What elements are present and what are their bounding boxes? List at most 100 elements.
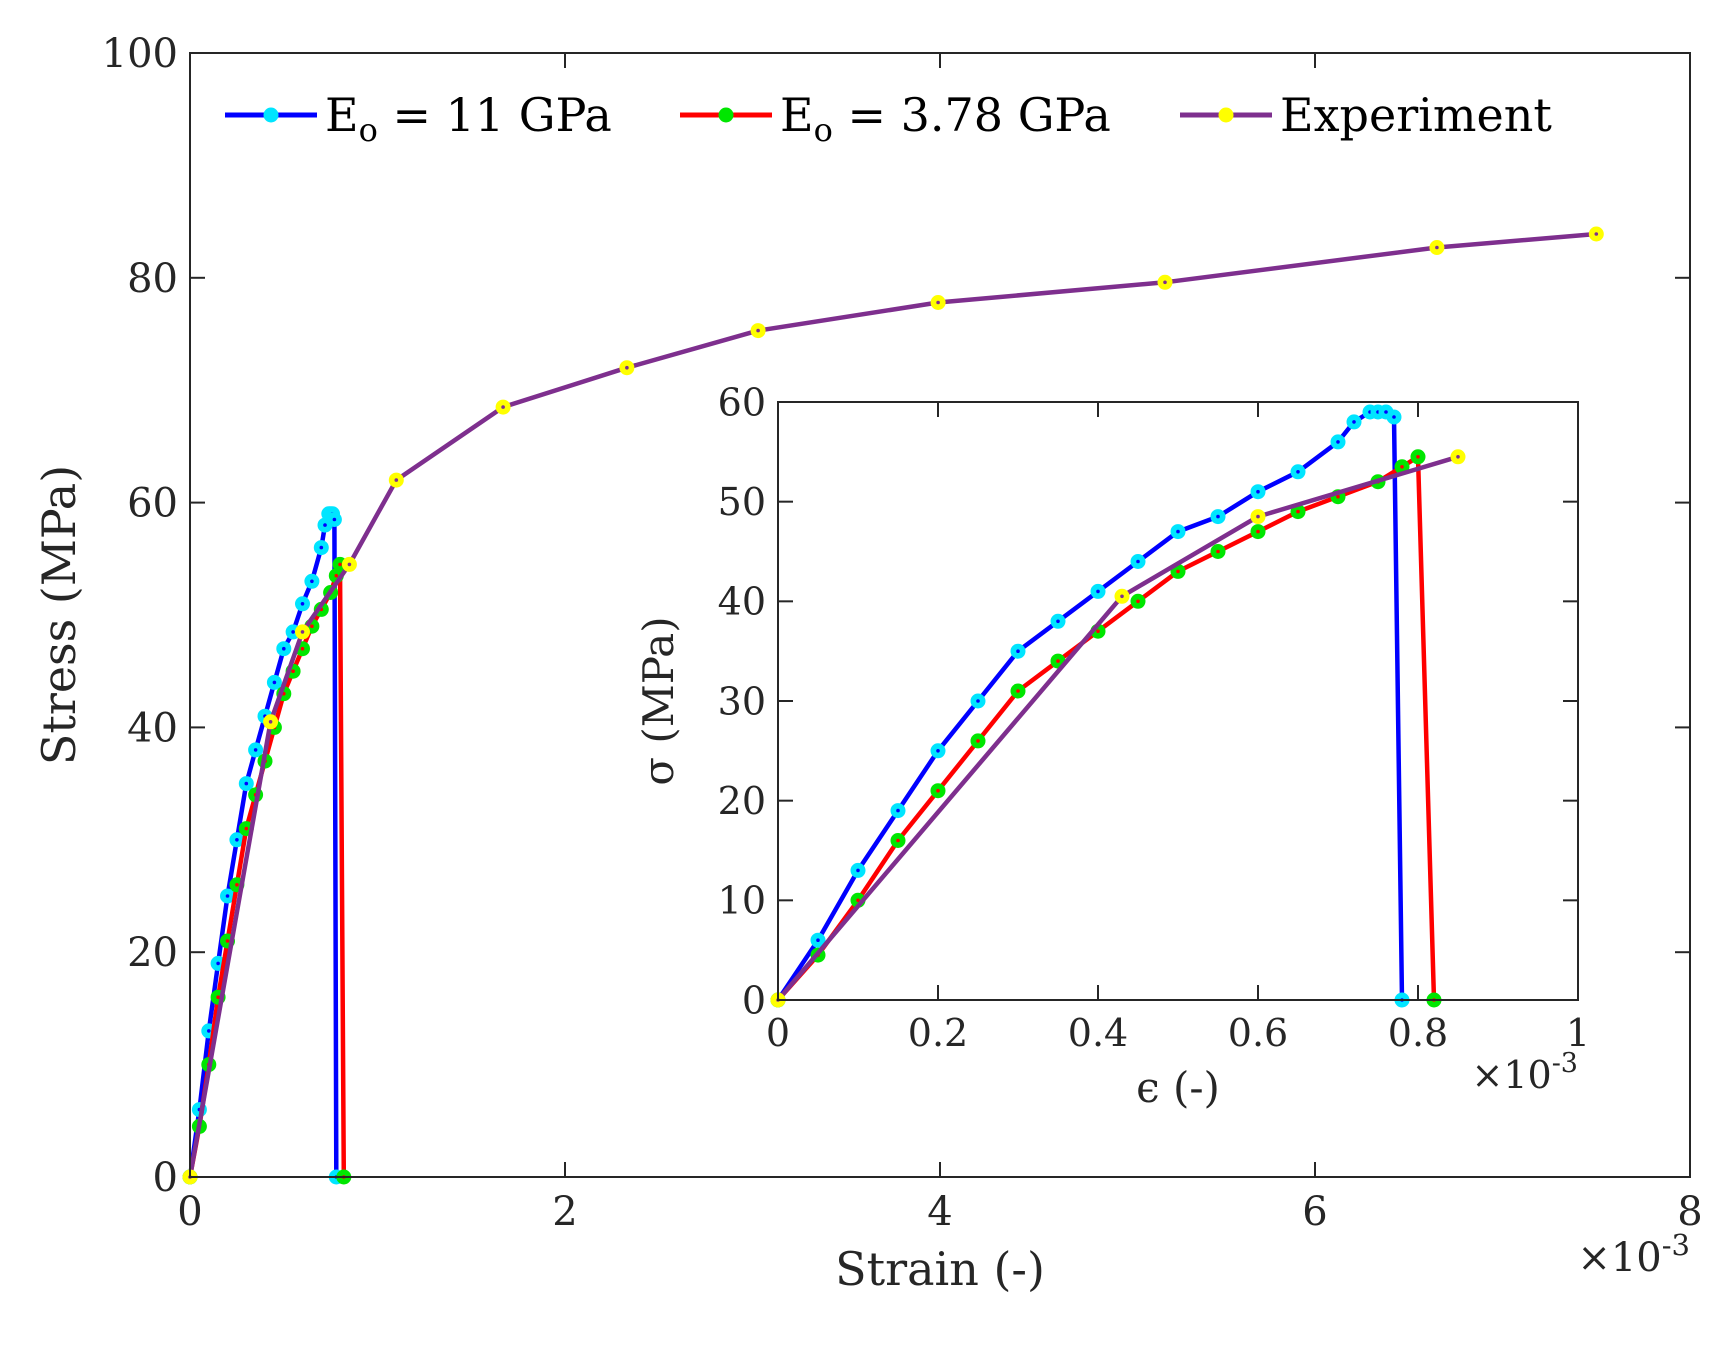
main-e11-point-dot <box>319 545 324 550</box>
inset-exp-point-dot <box>1456 455 1460 459</box>
main-x-exponent: ×10-3 <box>1577 1228 1690 1281</box>
inset-exp-point-dot <box>1256 514 1260 519</box>
main-e11-point-dot <box>216 961 220 966</box>
inset-e378-point-dot <box>1016 689 1020 693</box>
inset-y-tick-label: 40 <box>718 580 766 624</box>
inset-e11-point-dot <box>1384 410 1388 414</box>
inset-e11-point-dot <box>1336 440 1340 444</box>
main-exp-point-dot <box>394 478 399 482</box>
inset-e378-point-dot <box>1256 529 1260 534</box>
inset-e11-point-dot <box>1392 415 1396 419</box>
inset-e378-point-dot <box>1096 629 1100 633</box>
main-exp-line <box>187 231 1597 1178</box>
inset-e378-point-dot <box>1296 509 1300 514</box>
main-x-tick-label: 2 <box>552 1189 577 1235</box>
inset-x-tick-label: 0.6 <box>1228 1011 1288 1055</box>
inset-x-tick-label: 0.4 <box>1068 1011 1128 1055</box>
inset-series-e11 <box>770 404 1410 1008</box>
inset-e378-point-dot <box>1216 549 1220 554</box>
inset-y-axis-title: σ (MPa) <box>634 616 683 785</box>
main-e11-point-dot <box>225 894 230 898</box>
main-e11-point-dot <box>244 781 249 786</box>
inset-y-tick-label: 60 <box>718 380 766 424</box>
main-exp-point-dot <box>1594 232 1599 236</box>
legend-marker-e378 <box>718 107 734 123</box>
inset-e11-point-dot <box>1016 649 1020 653</box>
inset-e378-point-dot <box>856 898 860 903</box>
inset-y-tick-label: 20 <box>718 779 766 823</box>
main-exp-point-dot <box>268 720 273 724</box>
legend-entry-e11: Eo = 11 GPa <box>225 88 612 149</box>
inset-x-axis-title: ϵ (-) <box>1136 1063 1220 1112</box>
inset-e11-point-dot <box>1056 619 1060 624</box>
inset-y-tick-label: 50 <box>718 480 766 524</box>
inset-e378-point-dot <box>896 838 900 843</box>
main-e11-point-dot <box>282 646 286 651</box>
main-e378-point-dot <box>291 669 295 673</box>
main-exp-point-dot <box>347 562 352 567</box>
main-x-tick-label: 6 <box>1302 1189 1327 1235</box>
inset-e11-point-dot <box>976 699 980 703</box>
inset-e378-point-dot <box>1176 569 1180 574</box>
inset-e378-point-dot <box>976 739 980 743</box>
inset-e11-point-dot <box>1352 420 1356 424</box>
main-y-tick-label: 80 <box>127 256 178 302</box>
inset-e11-point-dot <box>856 868 860 873</box>
inset-e378-point-dot <box>1056 659 1060 663</box>
inset-e11-point-dot <box>1256 489 1260 494</box>
inset-e11-point-dot <box>816 938 820 942</box>
legend: Eo = 11 GPa Eo = 3.78 GPa Experiment <box>225 88 1552 149</box>
main-y-tick-label: 40 <box>127 705 178 751</box>
inset-exp-line <box>776 454 1459 1002</box>
main-x-tick-label: 4 <box>927 1189 952 1235</box>
legend-marker-exp <box>1218 107 1234 123</box>
legend-label-e378: Eo = 3.78 GPa <box>780 88 1111 149</box>
main-y-tick-label: 60 <box>127 481 178 527</box>
inset-exp-point-dot <box>1120 594 1124 599</box>
inset-e11-point-dot <box>896 808 900 813</box>
inset-x-tick-label: 0.8 <box>1388 1011 1448 1055</box>
inset-e11-point-dot <box>1176 529 1180 534</box>
main-x-axis-title: Strain (-) <box>835 1242 1045 1296</box>
main-e11-point-dot <box>323 523 327 527</box>
main-e11-point-dot <box>291 630 295 634</box>
main-y-tick-label: 100 <box>102 31 178 77</box>
main-e11-point-dot <box>310 579 314 584</box>
inset-e11-point-dot <box>936 749 940 753</box>
inset-e11-point-dot <box>1216 514 1220 519</box>
inset-e378-point-dot <box>1336 494 1340 499</box>
inset-y-tick-label: 0 <box>742 978 766 1022</box>
inset-x-exponent: ×10-3 <box>1471 1048 1578 1097</box>
main-e378-point-dot <box>300 646 305 651</box>
main-exp-point-dot <box>936 300 940 305</box>
legend-marker-e11 <box>263 107 279 123</box>
main-e11-point-dot <box>300 602 305 606</box>
inset-e378-point-dot <box>1136 599 1140 604</box>
main-e378-point-dot <box>334 573 339 578</box>
main-y-tick-label: 20 <box>127 930 178 976</box>
inset-e11-point-dot <box>1136 559 1140 564</box>
main-e378-point-dot <box>235 883 239 887</box>
main-e11-point-dot <box>207 1029 211 1033</box>
legend-entry-exp: Experiment <box>1180 88 1552 142</box>
main-x-tick-label: 8 <box>1677 1189 1702 1235</box>
inset-e378-point-dot <box>1400 465 1404 469</box>
main-e11-point-dot <box>332 517 337 522</box>
main-exp-point-dot <box>300 630 305 634</box>
main-e378-point-dot <box>225 939 230 943</box>
main-e378-point-dot <box>244 826 249 831</box>
main-e378-point-dot <box>310 624 314 628</box>
legend-label-e11: Eo = 11 GPa <box>325 88 612 149</box>
inset-e378-point-dot <box>936 788 940 793</box>
main-exp-point-dot <box>1435 245 1439 250</box>
main-exp-point-dot <box>625 365 629 370</box>
main-exp-point-dot <box>501 405 505 409</box>
inset-x-tick-label: 0.2 <box>908 1011 968 1055</box>
main-x-tick-label: 0 <box>177 1189 202 1235</box>
main-y-axis-title: Stress (MPa) <box>32 465 86 765</box>
inset-y-tick-label: 10 <box>718 879 766 923</box>
inset-e378-point-dot <box>1416 455 1420 459</box>
main-exp-point-dot <box>756 328 760 333</box>
inset-x-tick-label: 1 <box>1566 1011 1590 1055</box>
